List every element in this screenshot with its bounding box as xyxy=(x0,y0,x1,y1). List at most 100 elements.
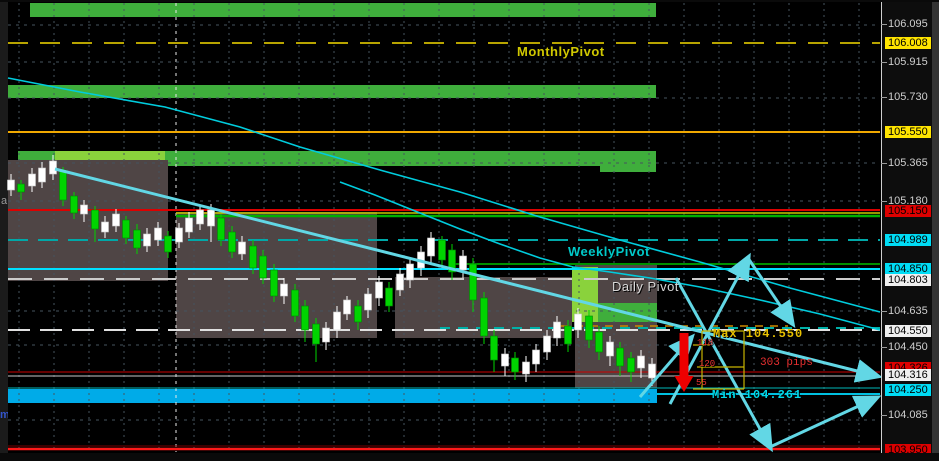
axis-price-105.150: 105.150 xyxy=(885,205,931,217)
candle-body[interactable] xyxy=(543,335,551,353)
candle-body[interactable] xyxy=(17,183,25,193)
candle-body[interactable] xyxy=(648,363,656,379)
candle-body[interactable] xyxy=(38,167,46,183)
candle-body[interactable] xyxy=(217,217,225,241)
candle-body[interactable] xyxy=(112,213,120,227)
candle-body[interactable] xyxy=(459,255,467,271)
candle-body[interactable] xyxy=(101,221,109,233)
candle-body[interactable] xyxy=(259,255,267,279)
margin-artifact-m: m xyxy=(0,409,10,421)
ma-slow-line[interactable] xyxy=(7,77,881,313)
candle-body[interactable] xyxy=(574,313,582,331)
candle-body[interactable] xyxy=(585,315,593,341)
zone-lime-mid[interactable] xyxy=(572,267,598,322)
candle-body[interactable] xyxy=(143,233,151,247)
candle-body[interactable] xyxy=(291,289,299,317)
candle-body[interactable] xyxy=(606,341,614,357)
candle-body[interactable] xyxy=(80,204,88,215)
axis-right-strip xyxy=(932,0,939,461)
candle-body[interactable] xyxy=(49,160,57,175)
candle-body[interactable] xyxy=(637,355,645,369)
candle-body[interactable] xyxy=(228,231,236,253)
candle-body[interactable] xyxy=(185,217,193,233)
candle-body[interactable] xyxy=(616,347,624,367)
price-axis[interactable]: 106.095 106.008 105.915 105.730 105.550 105.3… xyxy=(881,0,939,461)
pips-annotation: 303 pips xyxy=(760,357,813,369)
axis-price-104.316: 104.316 xyxy=(885,369,931,381)
axis-tick xyxy=(881,163,887,164)
candle-body[interactable] xyxy=(564,325,572,345)
candle-body[interactable] xyxy=(133,229,141,249)
candle-body[interactable] xyxy=(354,305,362,323)
candle-body[interactable] xyxy=(511,357,519,373)
ma-fast-line[interactable] xyxy=(339,181,881,331)
candle-body[interactable] xyxy=(301,305,309,331)
zone-cyan-band[interactable] xyxy=(8,389,657,403)
candle-body[interactable] xyxy=(207,209,215,227)
axis-price-105.365: 105.365 xyxy=(888,157,928,169)
zone-supply-2[interactable] xyxy=(8,85,656,98)
candle-body[interactable] xyxy=(438,239,446,261)
candle-body[interactable] xyxy=(375,281,383,299)
candle-body[interactable] xyxy=(322,327,330,343)
candle-body[interactable] xyxy=(501,353,509,367)
candle-body[interactable] xyxy=(595,331,603,353)
candle-body[interactable] xyxy=(196,209,204,225)
candle-body[interactable] xyxy=(70,195,78,214)
trendline-descending-channel[interactable] xyxy=(54,167,883,383)
axis-price-104.989: 104.989 xyxy=(885,234,931,246)
candle-body[interactable] xyxy=(627,357,635,373)
weekly-pivot-label: WeeklyPivot xyxy=(568,244,650,259)
axis-price-104.250: 104.250 xyxy=(885,384,931,396)
axis-price-104.850: 104.850 xyxy=(885,263,931,275)
candle-body[interactable] xyxy=(270,269,278,297)
candle-body[interactable] xyxy=(154,227,162,241)
candle-body[interactable] xyxy=(280,283,288,297)
candle-body[interactable] xyxy=(91,209,99,230)
candle-body[interactable] xyxy=(522,361,530,375)
measure-value-2: 120 xyxy=(699,359,716,369)
daily-pivot-label: Daily Pivot xyxy=(612,279,679,294)
axis-tick xyxy=(881,24,887,25)
red-down-arrow[interactable] xyxy=(674,333,694,392)
arrow-down-big[interactable] xyxy=(674,277,773,453)
zone-supply-3[interactable] xyxy=(18,151,656,166)
arrow-down-1[interactable] xyxy=(746,257,796,328)
axis-price-105.180: 105.180 xyxy=(888,195,928,207)
axis-tick xyxy=(881,62,887,63)
axis-tick xyxy=(881,347,887,348)
candle-body[interactable] xyxy=(469,263,477,301)
candle-body[interactable] xyxy=(333,311,341,331)
candle-body[interactable] xyxy=(532,349,540,365)
candle-body[interactable] xyxy=(448,249,456,273)
axis-price-104.450: 104.450 xyxy=(888,341,928,353)
candle-body[interactable] xyxy=(406,263,414,281)
candle-body[interactable] xyxy=(312,323,320,345)
arrow-up-right[interactable] xyxy=(769,395,882,449)
candle-body[interactable] xyxy=(364,293,372,311)
candle-body[interactable] xyxy=(480,297,488,337)
candle-body[interactable] xyxy=(343,299,351,315)
zone-supply-3-ext[interactable] xyxy=(600,166,656,172)
candle-body[interactable] xyxy=(427,237,435,257)
candle-body[interactable] xyxy=(175,227,183,243)
candle-body[interactable] xyxy=(396,273,404,291)
candle-body[interactable] xyxy=(28,173,36,187)
candle-body[interactable] xyxy=(553,321,561,339)
candle-body[interactable] xyxy=(238,241,246,255)
candle-body[interactable] xyxy=(164,235,172,253)
axis-price-104.550: 104.550 xyxy=(885,325,931,337)
candle-body[interactable] xyxy=(385,287,393,307)
axis-price-106.008: 106.008 xyxy=(885,37,931,49)
measure-value-3: 55 xyxy=(696,378,707,388)
axis-price-104.085: 104.085 xyxy=(888,409,928,421)
candle-body[interactable] xyxy=(490,335,498,361)
zone-supply-top[interactable] xyxy=(30,3,656,17)
candle-body[interactable] xyxy=(7,179,15,191)
candle-body[interactable] xyxy=(249,245,257,269)
candle-body[interactable] xyxy=(59,169,67,201)
axis-tick xyxy=(881,201,887,202)
candle-body[interactable] xyxy=(122,219,130,239)
